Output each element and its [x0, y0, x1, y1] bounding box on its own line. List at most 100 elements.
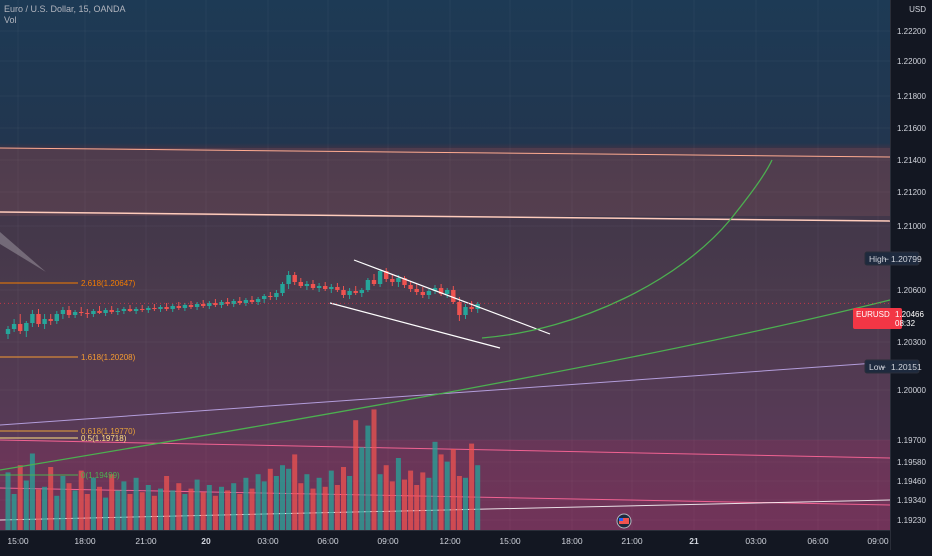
candle-body — [91, 311, 96, 314]
candle-body — [359, 290, 364, 293]
volume-bar — [194, 479, 200, 530]
price-chart-plot[interactable]: 2.618(1.20647) 1.618(1.20208) 0.618(1.1977… — [0, 0, 890, 530]
price-tick-label: 1.20300 — [897, 338, 926, 347]
symbol-title[interactable]: Euro / U.S. Dollar, 15, OANDA — [4, 4, 126, 14]
candle-body — [292, 275, 297, 282]
candle-body — [140, 309, 145, 310]
price-tick-label: 1.21800 — [897, 92, 926, 101]
candle-body — [237, 301, 242, 303]
candle-body — [121, 309, 127, 311]
time-tick-label: 03:00 — [745, 536, 767, 546]
candle-body — [201, 304, 206, 306]
support-line-upper — [0, 439, 890, 459]
volume-bar — [11, 494, 17, 530]
price-tick-label: 1.22200 — [897, 27, 926, 36]
candle-body — [420, 292, 425, 295]
volume-bar — [249, 488, 255, 530]
time-tick-label: 21:00 — [621, 536, 643, 546]
volume-bar — [347, 476, 353, 530]
time-tick-label: 18:00 — [561, 536, 583, 546]
fib-level-label: 0(1.19499) — [81, 471, 120, 480]
candle-body — [133, 309, 139, 311]
volume-bar — [139, 492, 145, 530]
candle-body — [213, 303, 218, 305]
candle-body — [231, 301, 236, 304]
candle-body — [469, 307, 474, 309]
candle-body — [396, 278, 401, 282]
volume-bar — [365, 425, 371, 530]
volume-indicator-label[interactable]: Vol — [4, 15, 17, 25]
candle-body — [48, 319, 53, 321]
volume-bar — [188, 488, 194, 530]
fib-level-label: 0.5(1.19718) — [81, 434, 127, 443]
volume-bar — [322, 486, 328, 530]
volume-bar — [164, 476, 170, 530]
volume-bar — [36, 489, 41, 530]
volume-bar — [414, 485, 420, 530]
volume-bar — [133, 477, 139, 530]
price-tick-label: 1.21400 — [897, 156, 926, 165]
candle-body — [414, 289, 419, 292]
volume-bar — [170, 490, 176, 530]
candle-body — [432, 288, 438, 291]
candle-body — [18, 324, 23, 331]
time-tick-label: 09:00 — [377, 536, 399, 546]
volume-bar — [66, 483, 72, 530]
resistance-line-upper — [0, 147, 890, 158]
volume-bar — [42, 486, 48, 530]
candle-body — [24, 323, 29, 331]
candle-body — [341, 290, 346, 295]
price-tick-label: 1.20600 — [897, 286, 926, 295]
candle-body — [170, 306, 175, 309]
volume-bar — [438, 454, 444, 530]
time-axis[interactable]: 15:00 18:00 21:00 20 03:00 06:00 09:00 12:00 15:… — [0, 530, 890, 550]
volume-bar — [298, 483, 304, 530]
volume-bar — [23, 480, 29, 530]
candle-body — [316, 286, 322, 288]
volume-bar — [176, 483, 182, 530]
candle-body — [97, 311, 102, 313]
time-tick-label: 03:00 — [257, 536, 279, 546]
volume-bar — [383, 465, 389, 530]
time-tick-label: 21:00 — [135, 536, 157, 546]
price-axis[interactable]: USD 1.22200 1.22000 1.21800 1.21600 1.21400 1… — [890, 0, 932, 550]
candle-body — [298, 282, 303, 286]
candle-body — [176, 306, 181, 308]
volume-bar — [432, 441, 438, 530]
price-tick-label: 1.19460 — [897, 477, 926, 486]
candle-body — [30, 314, 35, 323]
volume-bar — [408, 470, 414, 530]
candle-body — [127, 309, 133, 311]
candle-body — [60, 310, 66, 314]
candle-body — [426, 291, 432, 295]
volume-bar — [84, 494, 90, 530]
price-tick-label: 1.20000 — [897, 386, 926, 395]
volume-bar — [29, 453, 35, 530]
time-tick-label: 18:00 — [74, 536, 96, 546]
volume-bar — [54, 495, 60, 530]
volume-bar — [206, 485, 212, 530]
volume-bar — [420, 472, 426, 530]
currency-label: USD — [909, 5, 926, 14]
volume-bar — [316, 477, 322, 530]
volume-bar — [273, 476, 279, 530]
candle-body — [207, 303, 212, 306]
price-tick-label: 1.19340 — [897, 496, 926, 505]
candle-body — [323, 286, 328, 289]
channel-upper-line — [353, 259, 551, 335]
volume-bar — [402, 479, 407, 530]
flag-icon[interactable] — [616, 513, 632, 529]
candle-body — [54, 314, 59, 321]
volume-bar — [426, 477, 432, 530]
candle-body — [353, 291, 358, 293]
candle-body — [304, 284, 310, 286]
volume-bar — [371, 409, 377, 530]
volume-bar — [280, 465, 285, 530]
volume-bar — [353, 420, 359, 530]
volume-bar — [5, 472, 11, 530]
volume-bar — [334, 485, 340, 530]
candle-body — [438, 288, 444, 294]
volume-bar — [225, 490, 231, 530]
volume-bar — [389, 481, 395, 530]
